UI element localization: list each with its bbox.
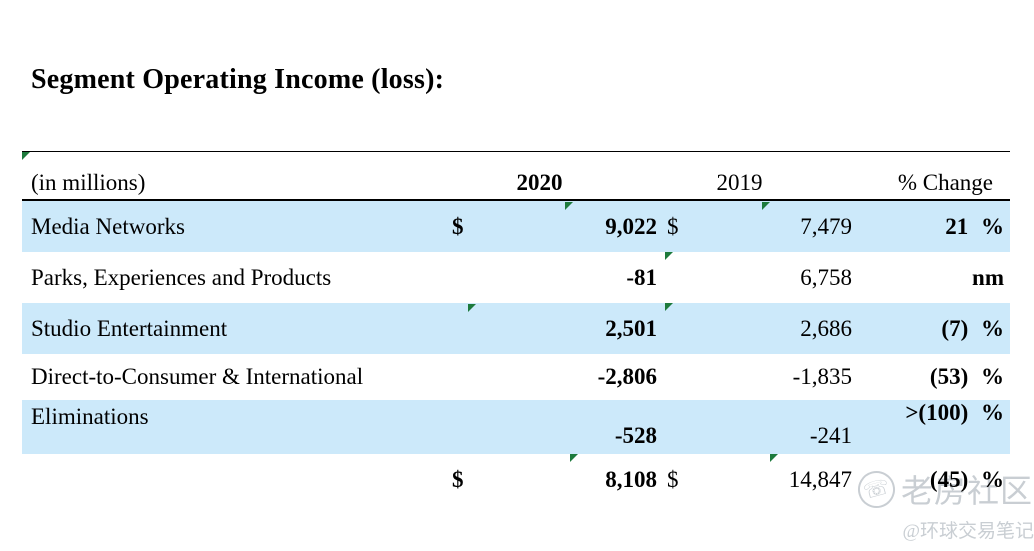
- value-2020: -2,806: [597, 364, 657, 389]
- table-body: Media Networks $ 9,022 $ 7,479 21 % Park…: [22, 201, 1010, 454]
- unit-label: (in millions): [31, 170, 146, 195]
- value-2020: -528: [614, 423, 657, 448]
- value-2020: 9,022: [605, 213, 657, 239]
- pct-change: >(100) %: [905, 400, 1004, 425]
- phone-icon: ☏: [853, 466, 900, 512]
- table-header-row: (in millions) 2020 2019 % Change: [22, 151, 1010, 201]
- currency-2019: $: [667, 213, 679, 239]
- segment-label: Eliminations: [31, 404, 149, 429]
- total-value-2019: 14,847: [788, 467, 852, 492]
- error-indicator-icon: [565, 202, 573, 210]
- table-row: Direct-to-Consumer & International -2,80…: [22, 354, 1010, 400]
- error-indicator-icon: [665, 303, 673, 311]
- page-title: Segment Operating Income (loss):: [31, 64, 445, 95]
- value-2019: -241: [809, 423, 852, 448]
- error-indicator-icon: [762, 202, 770, 210]
- segment-income-table: (in millions) 2020 2019 % Change Media N…: [22, 151, 1010, 506]
- currency-2020: [452, 400, 482, 454]
- error-indicator-icon: [22, 152, 30, 160]
- table-row: Parks, Experiences and Products -81 6,75…: [22, 252, 1010, 303]
- segment-label: Studio Entertainment: [31, 315, 228, 341]
- pct-change: (53) %: [929, 364, 1004, 389]
- total-currency-2020: $: [452, 467, 464, 492]
- total-currency-2019: $: [667, 467, 679, 492]
- table-row: Eliminations -528 -241 >(100) %: [22, 400, 1010, 454]
- value-2020: -81: [626, 264, 657, 290]
- table-row: Studio Entertainment 2,501 2,686 (7) %: [22, 303, 1010, 354]
- segment-label: Direct-to-Consumer & International: [31, 364, 364, 389]
- pct-change: (7) %: [941, 315, 1004, 341]
- value-2019: 6,758: [800, 264, 852, 290]
- table-row: Media Networks $ 9,022 $ 7,479 21 %: [22, 201, 1010, 252]
- total-pct-change: (45) %: [929, 467, 1004, 492]
- total-row: $ 8,108 $ 14,847 (45) %: [22, 454, 1010, 506]
- error-indicator-icon: [770, 454, 778, 462]
- segment-label: Parks, Experiences and Products: [31, 264, 332, 290]
- pct-change: 21 %: [945, 213, 1004, 239]
- currency-2019: [657, 400, 689, 454]
- segment-label: Media Networks: [31, 213, 185, 239]
- error-indicator-icon: [468, 304, 476, 312]
- value-2019: 7,479: [800, 213, 852, 239]
- watermark-brand: 老房社区: [901, 473, 1034, 509]
- value-2019: 2,686: [800, 315, 852, 341]
- value-2019: -1,835: [792, 364, 852, 389]
- error-indicator-icon: [665, 252, 673, 260]
- currency-2020: $: [452, 213, 464, 239]
- column-header-change: % Change: [897, 170, 993, 195]
- watermark: ☏ 老房社区 @环球交易笔记: [853, 466, 1034, 543]
- column-header-2019: 2019: [716, 170, 763, 195]
- value-2020: 2,501: [605, 315, 657, 341]
- watermark-handle: @环球交易笔记: [902, 521, 1034, 542]
- error-indicator-icon: [570, 454, 578, 462]
- column-header-2020: 2020: [516, 170, 563, 195]
- pct-change: nm: [972, 264, 1004, 290]
- total-value-2020: 8,108: [605, 467, 657, 492]
